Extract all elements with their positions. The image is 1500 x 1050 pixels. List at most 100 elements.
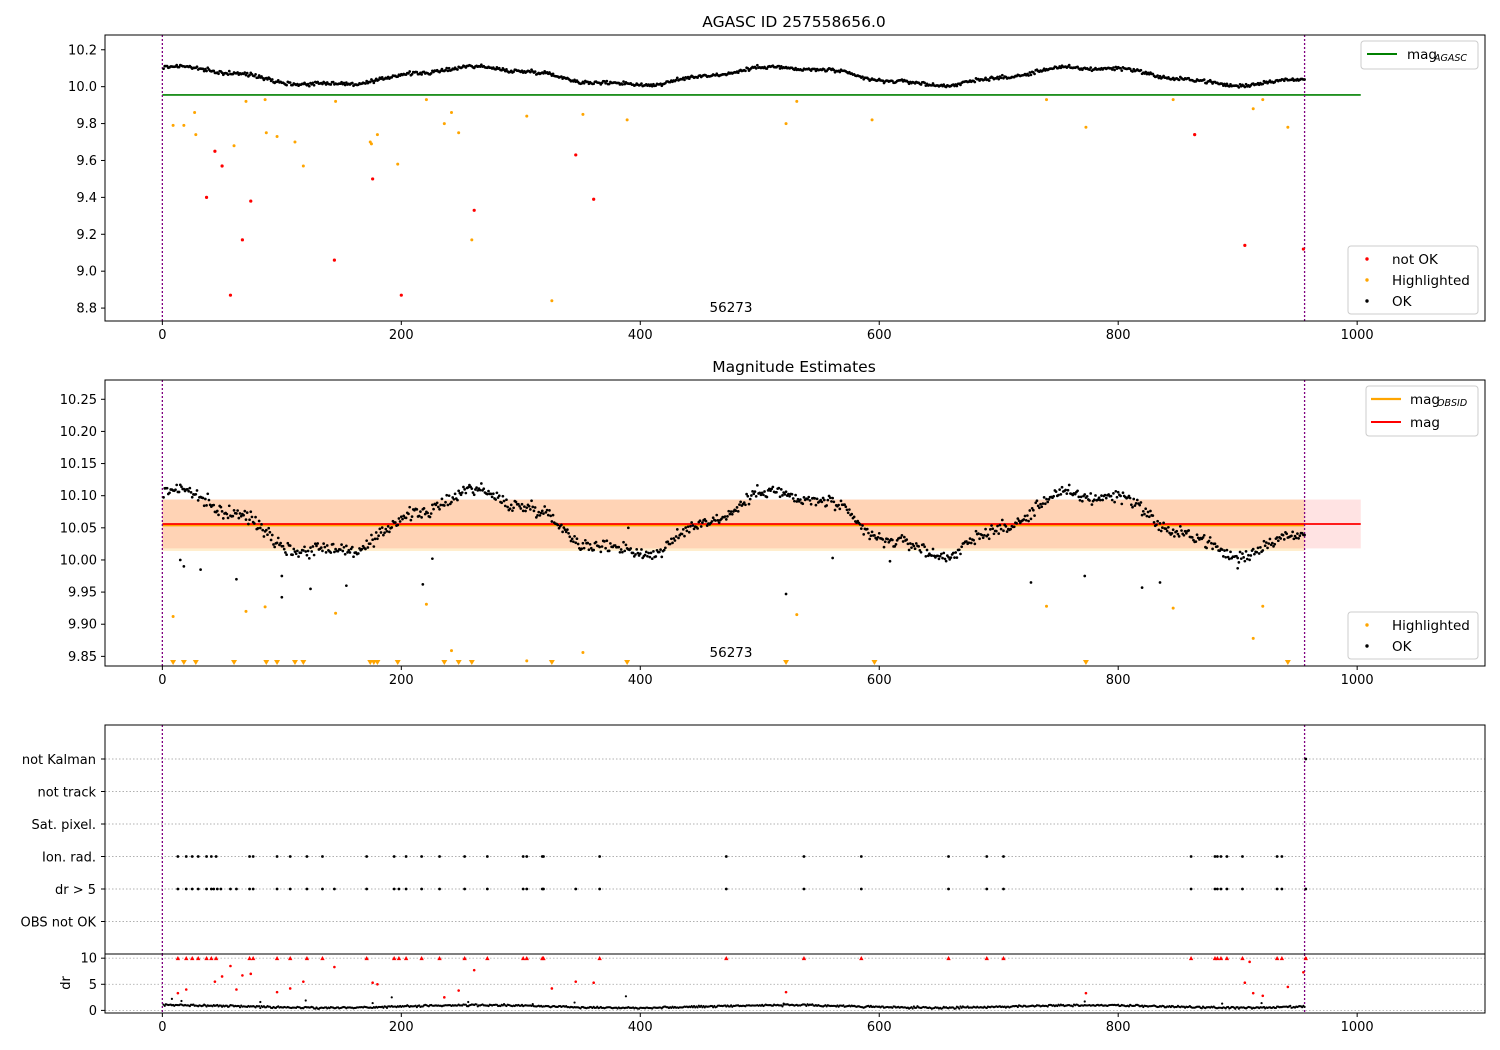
ok-point [943,557,947,561]
highlighted-point [795,99,799,103]
ok-point [1282,538,1286,541]
ok-point [316,542,320,545]
dr-clipped-marker [209,955,214,961]
ok-point [205,69,208,73]
dr-point [1221,1002,1224,1005]
ok-point [779,488,783,491]
ok-point [342,81,346,85]
ok-point [998,523,1002,527]
ok-point [765,495,769,499]
ok-point [408,505,412,509]
ok-point [519,507,523,510]
ok-point [310,550,314,553]
ok-point [936,554,940,558]
ok-point [1067,63,1071,67]
ok-point [1213,542,1217,546]
ok-point [1249,554,1253,557]
ok-point [1177,535,1181,538]
ok-point [744,503,747,507]
legend-marker-ok [1365,299,1369,303]
ok-point [787,492,790,496]
ok-point [311,81,315,85]
dr-clipped-marker [190,955,195,961]
highlighted-point [424,98,428,102]
ok-point [699,525,703,528]
ok-point [1129,503,1133,507]
ok-point [603,540,606,543]
ok-point [715,513,719,517]
ok-point [1157,528,1161,532]
flag-point [235,887,238,891]
ok-point [225,512,229,516]
ok-point [875,537,879,541]
ok-point [343,552,347,556]
ok-point [983,533,986,537]
ok-point [1104,496,1108,500]
x-tick-label: 0 [158,1020,166,1035]
dr-point [467,1000,470,1004]
ok-point [1225,548,1229,552]
axes-ticks: 0 200 400 600 800 1000 8.8 9.0 9.2 9.4 9.6 9.8 10.0 1… [68,43,1374,343]
ok-point [846,511,850,515]
ok-point [619,548,623,551]
ok-point [705,524,709,527]
dr-red-point [472,968,476,972]
ok-point [505,68,508,71]
ok-point [1121,491,1125,495]
ok-point [704,519,708,523]
ok-point [409,518,413,522]
ok-point [965,540,968,543]
ok-point [617,545,621,549]
ok-point [239,514,243,518]
ok-point [536,514,539,517]
x-tick-label: 600 [867,328,892,343]
dr-point [385,1006,389,1009]
ok-point [551,72,555,76]
dr-clipped-marker [485,955,490,961]
ok-point [1292,537,1296,541]
dr-point [163,1004,166,1007]
ok-point [236,509,239,512]
ok-point [753,490,757,493]
ok-point [366,546,370,549]
ok-point [744,69,747,73]
ok-point [1161,526,1164,529]
ok-point [638,552,642,555]
ok-point [205,504,208,507]
ok-point [594,540,598,544]
ok-point [1026,514,1029,517]
legend-highlighted-label: Highlighted [1392,618,1470,634]
ok-point [1216,545,1219,548]
flag-point [275,855,279,858]
ok-point [1272,545,1275,548]
y-tick-label: 10.15 [60,457,97,472]
ok-point [323,545,327,549]
ok-point [1083,574,1087,578]
highlighted-point [375,133,379,137]
ok-point [186,488,189,491]
highlighted-point [263,605,267,609]
ok-point [1248,558,1251,562]
ok-point [293,550,297,553]
dr-point [1234,1007,1237,1010]
ok-point [681,76,685,80]
x-tick-label: 400 [628,328,653,343]
y-tick-label: 9.6 [76,154,97,169]
ok-point [666,540,670,544]
ok-point [1033,514,1036,517]
dr-point [696,1006,699,1009]
ok-point [341,549,345,553]
ok-point [1158,522,1162,525]
ok-point [521,509,525,513]
dr-clipped-marker [1279,955,1285,961]
ok-point [1238,550,1242,554]
ok-point [256,527,260,530]
ok-point [410,72,414,76]
ok-point [220,509,224,513]
legend-mag-subscript: AGASC [1433,53,1467,64]
ok-point [845,508,849,512]
ok-point [711,516,715,520]
ok-point [809,502,813,506]
ok-point [726,515,729,518]
ok-point [282,547,286,551]
